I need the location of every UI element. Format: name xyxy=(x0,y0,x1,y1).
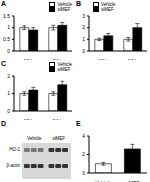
html-text:Vehicle: Vehicle xyxy=(57,2,72,7)
svg-text:HO-1: HO-1 xyxy=(9,147,20,152)
svg-text:0.5: 0.5 xyxy=(8,36,10,42)
svg-text:0: 0 xyxy=(82,48,85,54)
html-text:siMEF: siMEF xyxy=(57,67,71,72)
svg-text:24 h: 24 h xyxy=(53,118,63,120)
svg-text:12 h: 12 h xyxy=(99,58,109,60)
svg-text:1: 1 xyxy=(8,24,10,30)
svg-text:β-actin: β-actin xyxy=(8,163,20,168)
html-text:A: A xyxy=(1,0,7,7)
html-text:C: C xyxy=(1,60,7,67)
html-text:Vehicle: Vehicle xyxy=(101,2,116,7)
svg-text:24 h: 24 h xyxy=(128,58,138,60)
svg-text:siMEF: siMEF xyxy=(52,136,65,141)
svg-text:4: 4 xyxy=(82,134,85,139)
svg-text:0: 0 xyxy=(8,48,10,54)
svg-text:0: 0 xyxy=(8,108,10,114)
html-text:B: B xyxy=(76,0,82,7)
svg-text:1: 1 xyxy=(82,36,85,42)
html-text:siMEF: siMEF xyxy=(57,7,71,12)
svg-text:Vehicle: Vehicle xyxy=(95,180,111,182)
html-text:E: E xyxy=(76,120,81,127)
svg-text:0: 0 xyxy=(82,170,85,176)
svg-text:2: 2 xyxy=(82,151,85,157)
svg-text:Vehicle: Vehicle xyxy=(27,136,42,141)
svg-text:12 h: 12 h xyxy=(24,58,34,60)
svg-text:1: 1 xyxy=(8,90,10,96)
svg-text:24 h: 24 h xyxy=(53,58,63,60)
html-text:Vehicle: Vehicle xyxy=(57,62,72,67)
svg-text:2: 2 xyxy=(8,74,10,79)
svg-text:2: 2 xyxy=(82,24,85,30)
svg-text:12 h: 12 h xyxy=(24,118,34,120)
html-text:D: D xyxy=(1,120,7,127)
svg-text:1.5: 1.5 xyxy=(8,14,10,19)
svg-text:siMEF: siMEF xyxy=(125,180,139,182)
svg-text:3: 3 xyxy=(82,14,85,19)
html-text:siMEF: siMEF xyxy=(101,7,114,12)
